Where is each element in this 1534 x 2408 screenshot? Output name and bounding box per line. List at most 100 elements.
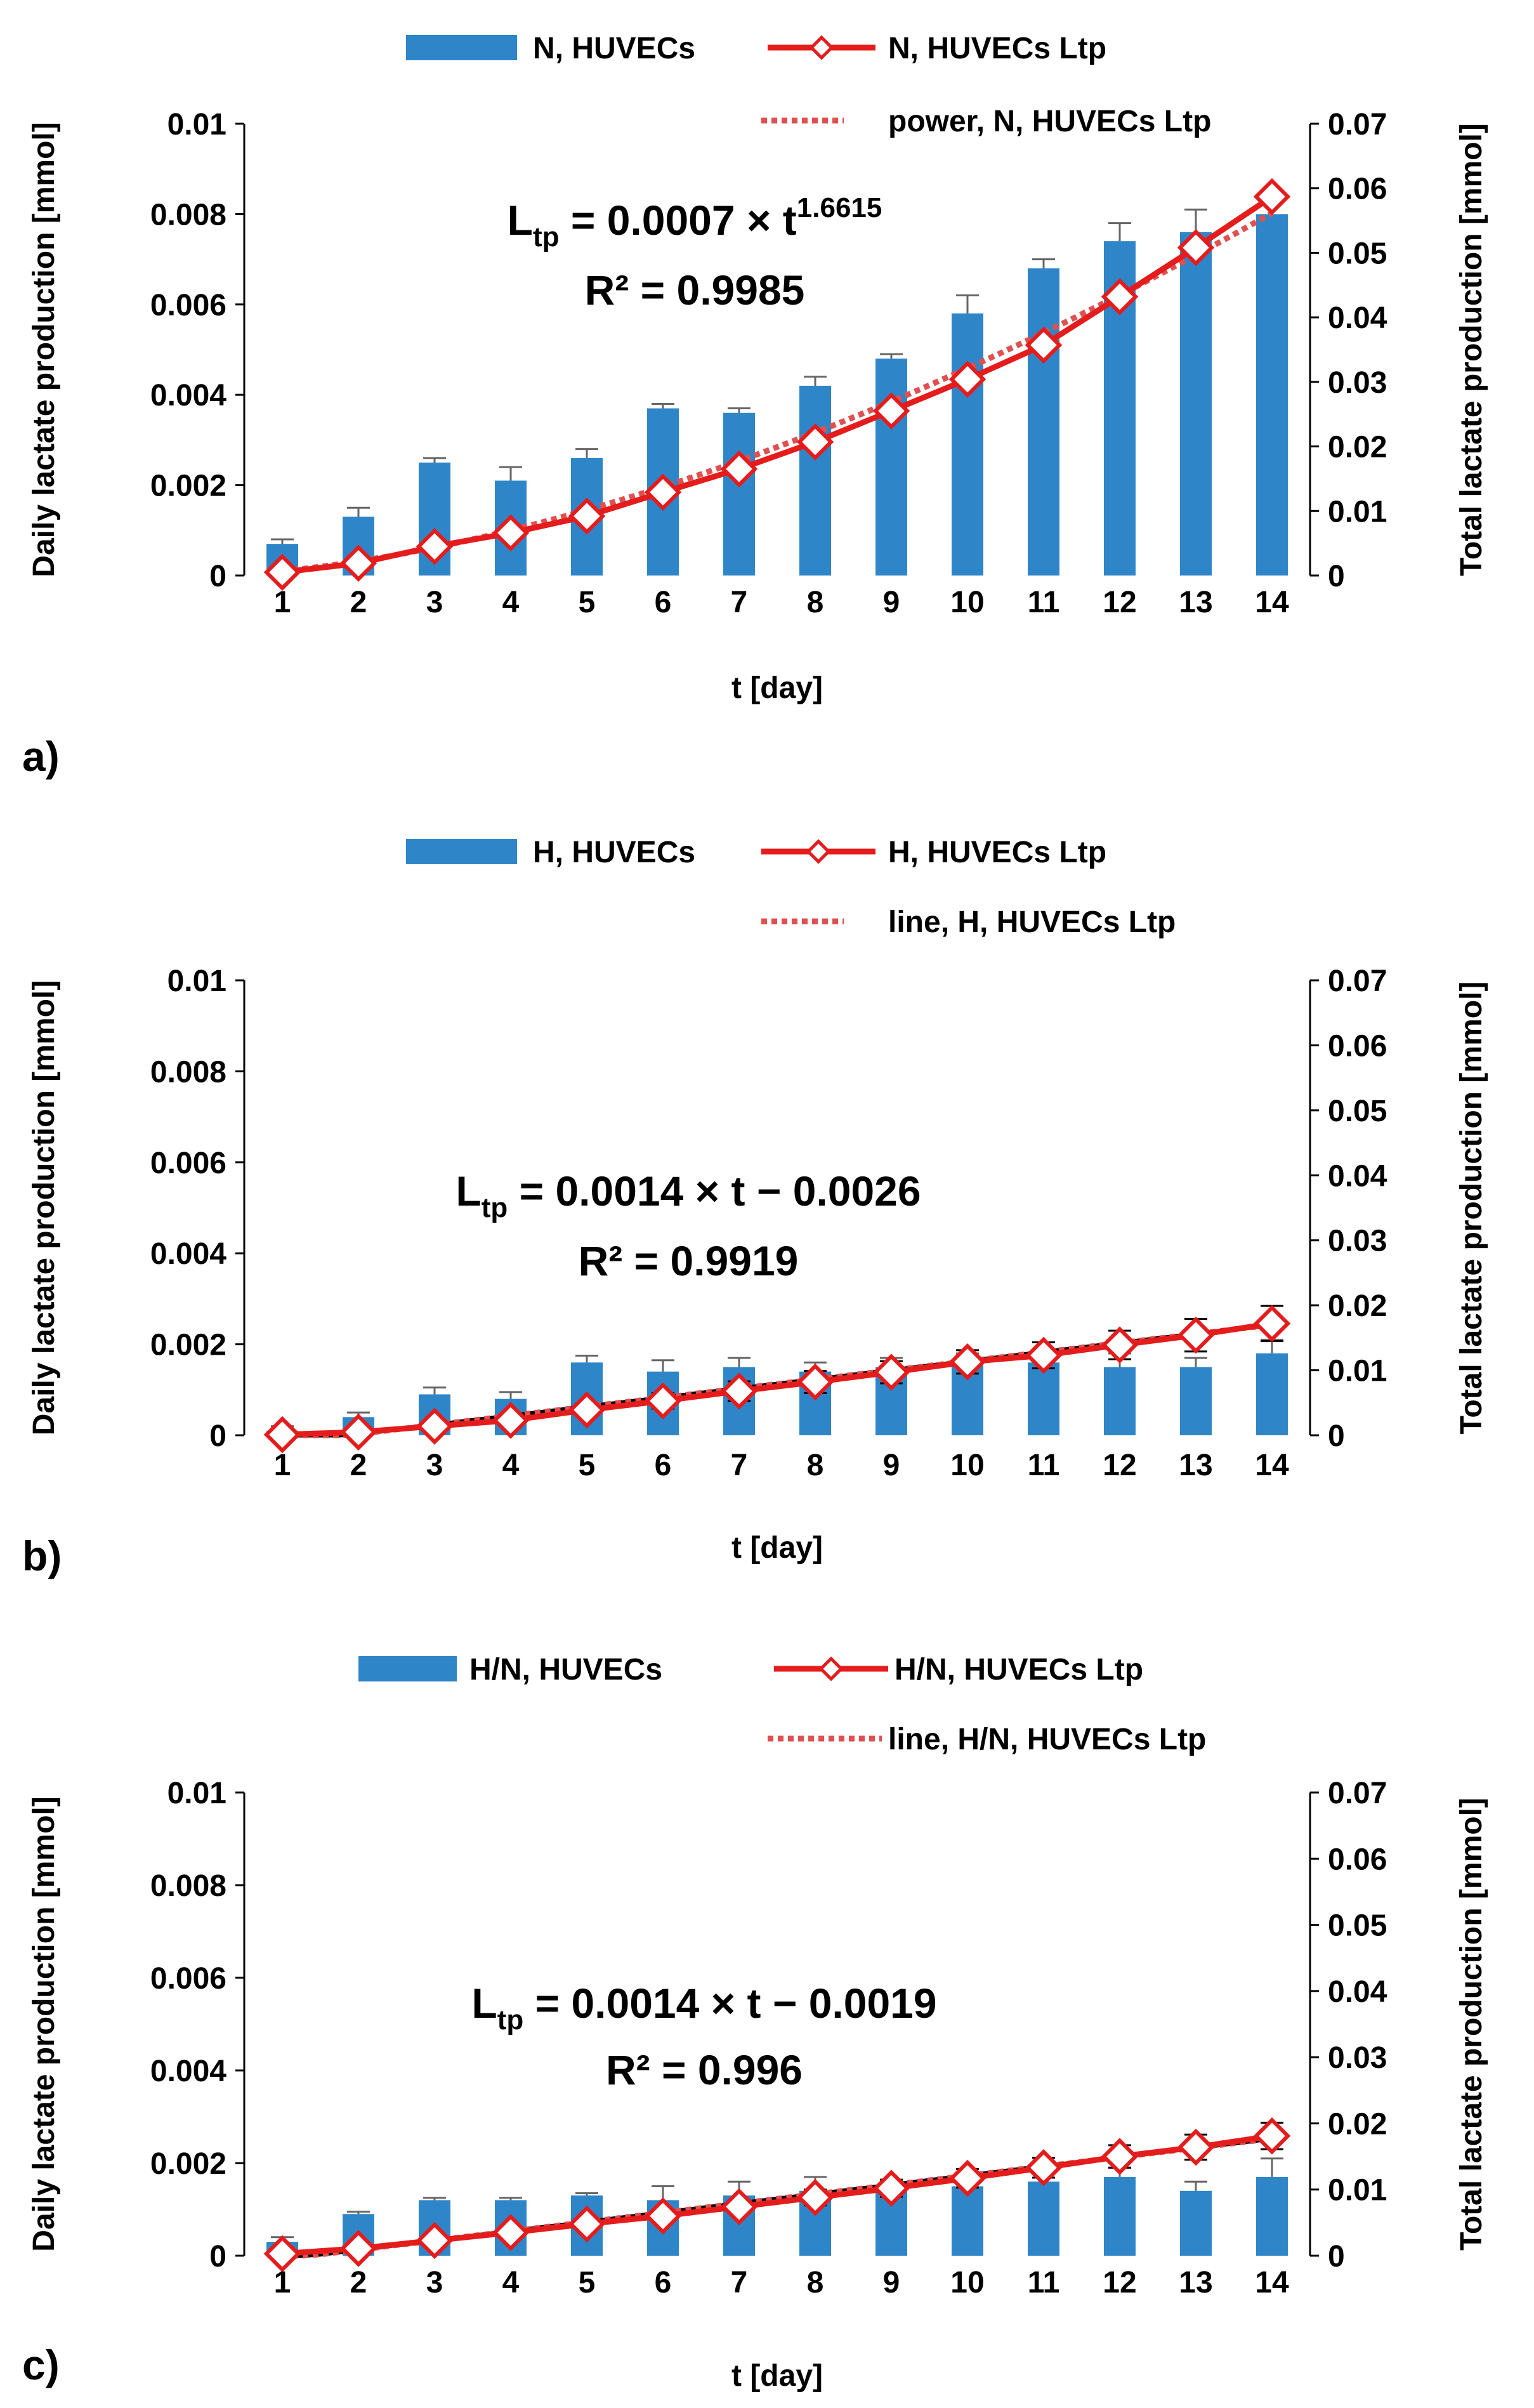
right-tick-label: 0.05 [1328,1095,1387,1128]
right-tick-label: 0.07 [1328,108,1387,141]
fit-r-squared: R² = 0.9919 [579,1237,799,1284]
ltp-marker-day-13 [1177,1317,1215,1354]
right-tick-label: 0.05 [1328,1909,1387,1943]
fit-equation-lhs: L [471,1980,497,2027]
bar-day-11 [1028,268,1059,576]
left-tick-label: 0.008 [150,1869,226,1903]
right-tick-label: 0.02 [1328,1289,1387,1323]
fit-equation-subscript: tp [497,2004,524,2036]
x-tick-label: 8 [807,2266,824,2299]
legend-label: H, HUVECs [533,836,695,869]
right-tick-label: 0.01 [1328,495,1387,529]
right-tick-label: 0.07 [1328,964,1387,998]
ltp-marker-day-8 [796,2178,834,2216]
x-tick-label: 5 [579,1449,596,1482]
x-tick-label: 10 [950,1449,984,1482]
ltp-marker-day-7 [720,1372,758,1410]
ltp-marker-day-10 [948,1343,987,1381]
x-tick-label: 12 [1103,2266,1136,2299]
right-tick-label: 0.06 [1328,1843,1387,1876]
fit-equation: Ltp = 0.0014 × t − 0.0026 [456,1168,921,1223]
x-tick-label: 12 [1103,586,1136,619]
ltp-marker-day-10 [948,2159,987,2197]
left-tick-label: 0.006 [150,1962,226,1996]
left-tick-label: 0.008 [150,1055,226,1089]
ltp-marker-day-11 [1025,2149,1063,2187]
ltp-marker-day-7 [720,2188,758,2226]
ltp-marker-day-5 [568,497,606,535]
legend-label: line, H/N, HUVECs Ltp [888,1723,1206,1756]
x-tick-label: 14 [1255,1449,1289,1482]
bar-day-9 [875,359,907,576]
legend-swatch-marker [818,1656,844,1681]
x-tick-label: 1 [274,1449,291,1482]
right-tick-label: 0.06 [1328,1029,1387,1063]
x-tick-label: 9 [883,2266,900,2299]
ltp-marker-day-8 [796,423,834,461]
right-axis-title: Total lactate production [mmol] [1455,123,1488,576]
x-tick-label: 9 [883,586,900,619]
fit-equation: Ltp = 0.0007 × t1.6615 [508,192,882,253]
right-tick-label: 0.03 [1328,1225,1387,1258]
legend-swatch-marker [809,35,834,60]
chart-panel-1: 0 0.002 0.004 0.006 0.008 0.01 0 0.01 0.02 0.03 0.… [22,32,1488,780]
x-axis-title: t [day] [731,2359,823,2393]
left-axis-title: Daily lactate production [mmol] [27,980,61,1435]
ltp-marker-day-5 [568,2205,606,2243]
x-tick-label: 6 [655,586,672,619]
left-tick-label: 0.006 [150,1147,226,1180]
right-axis-title: Total lactate production [mmol] [1455,1798,1488,2251]
panel-label: c) [22,2341,60,2388]
fit-equation: Ltp = 0.0014 × t − 0.0019 [471,1980,936,2036]
ltp-marker-day-6 [644,473,682,511]
x-tick-label: 3 [426,2266,443,2299]
bar-day-14 [1256,2176,1288,2256]
x-tick-label: 11 [1028,586,1060,619]
bar-day-13 [1180,232,1212,576]
x-tick-label: 11 [1028,2266,1060,2299]
legend-swatch-bar [358,1656,457,1681]
ltp-marker-day-11 [1025,326,1063,364]
fit-equation-exponent: 1.6615 [797,192,882,223]
x-tick-label: 14 [1255,586,1289,619]
legend-label: line, H, HUVECs Ltp [888,905,1176,939]
x-tick-label: 13 [1179,2266,1212,2299]
ltp-marker-day-3 [416,2221,454,2260]
x-tick-label: 3 [426,1449,443,1482]
ltp-marker-day-4 [492,514,530,552]
right-tick-label: 0.06 [1328,173,1387,206]
ltp-marker-day-2 [339,1413,377,1451]
ltp-marker-day-5 [568,1391,606,1429]
left-tick-label: 0 [209,1419,226,1453]
left-tick-label: 0.002 [150,2147,226,2181]
left-tick-label: 0.01 [167,1777,226,1810]
ltp-marker-day-4 [492,1402,530,1439]
ltp-marker-day-6 [644,2197,682,2235]
x-tick-label: 7 [731,1449,748,1482]
bar-day-11 [1028,2181,1059,2256]
panel-label: a) [22,733,60,780]
bar-day-11 [1028,1362,1059,1435]
x-tick-label: 13 [1179,1449,1212,1482]
ltp-marker-day-8 [796,1363,834,1401]
ltp-marker-day-4 [492,2214,530,2251]
x-tick-label: 8 [807,1449,824,1482]
right-tick-label: 0.04 [1328,1159,1387,1193]
x-tick-label: 8 [807,586,824,619]
bar-day-12 [1104,2176,1136,2256]
right-tick-label: 0.02 [1328,431,1387,464]
right-tick-label: 0 [1328,2240,1345,2273]
x-tick-label: 6 [655,2266,672,2299]
ltp-marker-day-1 [263,553,301,591]
right-tick-label: 0.01 [1328,1355,1387,1388]
x-tick-label: 5 [579,2266,596,2299]
right-tick-label: 0.03 [1328,2041,1387,2075]
ltp-marker-day-13 [1177,2128,1215,2166]
x-tick-label: 6 [655,1449,672,1482]
right-tick-label: 0.03 [1328,366,1387,400]
ltp-marker-day-3 [416,527,454,565]
x-tick-label: 4 [502,2266,520,2299]
fit-equation-lhs: L [456,1168,481,1214]
